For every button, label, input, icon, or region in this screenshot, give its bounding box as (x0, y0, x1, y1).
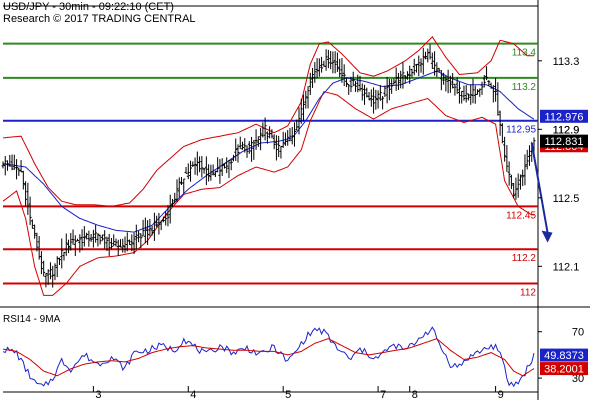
time-tick-label: 4 (190, 389, 196, 400)
price-tick-label: 112.5 (553, 193, 580, 205)
rsi-line (2, 326, 535, 388)
price-tick-label: 112.1 (553, 261, 580, 273)
badge-bid-box (540, 109, 588, 123)
badge-last: 112.831 (540, 134, 588, 148)
rsi-label: RSI14 - 9MA (3, 314, 61, 325)
rsi-ma-line (2, 338, 535, 377)
forecast-arrow-head (541, 230, 553, 243)
price-tick-label-partial: 112.9 (553, 124, 580, 136)
bollinger-upper-line (2, 36, 534, 207)
level-label-2: 112.95 (506, 125, 536, 136)
price-tick-label: 113.3 (553, 56, 580, 68)
badge-bid-text: 112.976 (545, 111, 584, 123)
rsi-tick-label: 70 (572, 327, 584, 339)
level-label-5: 112 (520, 287, 536, 298)
badge-rsi-box (540, 348, 588, 362)
badge-rsi-text: 49.8373 (544, 350, 584, 362)
time-tick-label: 9 (498, 389, 504, 400)
badge-rsi-ma-text: 38.2001 (544, 364, 584, 376)
moving-average-line (2, 70, 535, 233)
time-tick-label: 8 (412, 389, 418, 400)
level-label-1: 113.2 (512, 82, 537, 93)
badge-bid: 112.976 (540, 109, 588, 123)
badge-rsi-ma-box (540, 362, 588, 376)
badge-last-box (540, 134, 588, 148)
rsi-tick-label: 30 (572, 373, 584, 385)
level-label-4: 112.2 (512, 253, 537, 264)
time-tick-label: 3 (95, 389, 101, 400)
chart-title: USD/JPY - 30min - 09:22:10 (CET) (3, 1, 174, 13)
forecast-arrow-shaft (530, 142, 549, 233)
price-bars (1, 44, 536, 288)
time-tick-label: 5 (285, 389, 291, 400)
badge-last-text: 112.831 (545, 136, 584, 148)
indicators (2, 36, 535, 296)
badge-rsi: 49.8373 (540, 348, 588, 362)
rsi-panel: 30 70 (2, 326, 584, 388)
bollinger-lower-line (2, 91, 534, 296)
time-axis: 3 4 5 7 8 9 (92, 386, 504, 400)
chart-subtitle: Research © 2017 TRADING CENTRAL (3, 13, 196, 25)
price-tick-label: 112.9 (553, 124, 580, 136)
time-tick-label: 7 (380, 389, 386, 400)
level-label-3: 112.45 (506, 210, 536, 221)
badge-rsi-ma: 38.2001 (540, 362, 588, 376)
